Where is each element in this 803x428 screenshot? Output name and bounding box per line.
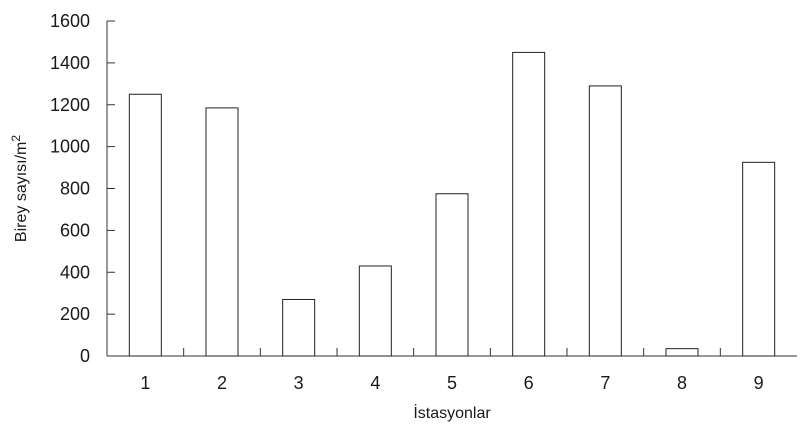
bars-group [128,51,776,357]
x-tick-label-1: 1 [140,373,150,393]
y-tick-label: 200 [60,304,90,324]
y-axis-title-superscript: 2 [9,135,23,142]
x-tick-label-7: 7 [600,373,610,393]
bar-3 [282,298,316,357]
y-tick-label: 0 [80,346,90,366]
y-tick-label: 1400 [50,53,90,73]
y-tick-label: 1000 [50,137,90,157]
x-tick-label-5: 5 [447,373,457,393]
x-axis-title: İstasyonlar [413,403,491,422]
x-tick-label-8: 8 [677,373,687,393]
bar-4 [358,265,392,357]
x-tick-label-6: 6 [524,373,534,393]
bar-6 [512,51,546,357]
y-tick-labels: 0 200 400 600 800 1000 1200 1400 1600 [50,11,90,366]
bar-5 [435,193,469,357]
bar-8 [665,348,699,357]
y-tick-label: 1600 [50,11,90,31]
y-tick-label: 600 [60,220,90,240]
bar-9 [742,161,776,357]
bar-1 [128,93,162,357]
y-tick-label: 1200 [50,95,90,115]
y-axis [106,20,115,357]
y-tick-label: 800 [60,179,90,199]
x-tick-label-2: 2 [217,373,227,393]
y-axis-title: Birey sayısı/m2 [9,135,30,242]
bar-7 [588,85,622,357]
x-tick-label-9: 9 [754,373,764,393]
x-tick-label-3: 3 [294,373,304,393]
y-axis-title-main: Birey sayısı/m [13,142,30,242]
bar-2 [205,107,239,357]
y-tick-label: 400 [60,262,90,282]
x-tick-labels: 1 2 3 4 5 6 7 8 9 [140,373,763,393]
x-tick-label-4: 4 [370,373,380,393]
